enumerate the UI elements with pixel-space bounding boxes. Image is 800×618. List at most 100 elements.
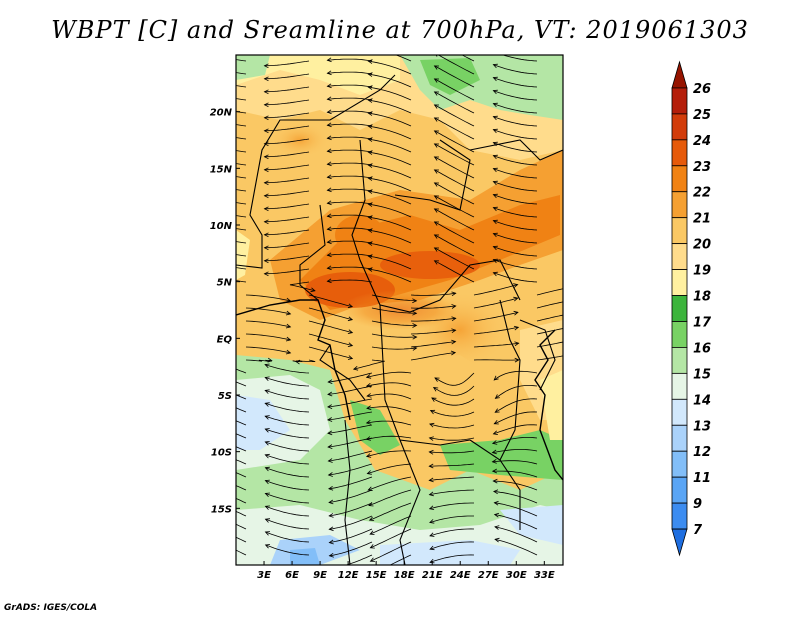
colorbar-label: 11: [693, 471, 711, 486]
streamline-arrow: [285, 310, 292, 316]
streamline: [236, 420, 247, 426]
streamline-arrow: [264, 441, 270, 446]
streamline: [245, 333, 291, 341]
colorbar-swatch: [671, 295, 688, 322]
streamline: [492, 470, 538, 478]
streamline: [264, 364, 310, 374]
streamline: [394, 55, 412, 62]
streamline-arrow: [326, 161, 332, 167]
streamline: [327, 424, 373, 434]
streamline-arrow: [429, 409, 436, 415]
streamline-arrow: [204, 382, 208, 386]
streamline-arrow: [264, 531, 271, 536]
streamline: [493, 64, 538, 75]
streamline-arrow: [204, 369, 208, 373]
streamline-arrow: [365, 436, 371, 441]
streamline: [434, 104, 475, 127]
streamline-arrow: [203, 192, 207, 196]
streamline: [429, 463, 475, 467]
streamline: [236, 124, 247, 127]
streamline-arrow: [263, 76, 269, 82]
streamline-arrow: [203, 114, 207, 118]
streamline: [429, 515, 474, 523]
streamline-arrow: [367, 124, 373, 129]
streamline: [264, 190, 310, 197]
streamline: [473, 297, 518, 309]
streamline: [236, 510, 247, 517]
streamline-arrow: [492, 63, 498, 69]
streamline-arrow: [203, 231, 207, 235]
colorbar-label: 26: [693, 82, 711, 97]
streamline: [353, 359, 385, 370]
streamline-arrow: [326, 70, 332, 76]
streamline-arrow: [433, 234, 440, 239]
streamline: [328, 437, 373, 448]
colorbar-swatch: [671, 243, 688, 270]
streamline-arrow: [205, 485, 209, 489]
streamline-arrow: [577, 338, 581, 342]
streamline: [493, 220, 538, 231]
streamline: [327, 214, 373, 218]
streamline: [367, 463, 412, 474]
lon-label: 6E: [285, 570, 299, 581]
streamline: [434, 182, 475, 205]
streamline: [264, 112, 310, 119]
streamline: [437, 55, 475, 75]
streamline: [493, 246, 538, 257]
streamline: [434, 208, 475, 231]
streamline: [366, 420, 412, 426]
lon-label: 15E: [366, 570, 387, 581]
axis-ticks: [236, 111, 545, 565]
streamline: [265, 402, 310, 413]
streamline-arrow: [433, 156, 440, 161]
colorbar-label: 13: [693, 419, 711, 434]
streamline: [264, 216, 310, 223]
streamline-arrow: [494, 537, 500, 543]
streamline: [327, 266, 373, 270]
streamline: [434, 221, 475, 244]
streamline: [429, 528, 475, 537]
streamline-arrow: [368, 47, 372, 51]
streamline: [327, 84, 373, 88]
streamline-arrow: [492, 76, 498, 82]
streamline: [264, 164, 310, 171]
streamline: [494, 398, 538, 413]
streamline: [264, 138, 310, 145]
streamline: [264, 229, 310, 236]
streamline: [264, 99, 310, 106]
streamline: [434, 372, 475, 386]
colorbar-label: 9: [693, 497, 702, 512]
streamline-arrow: [264, 389, 270, 394]
streamline-arrow: [326, 57, 332, 63]
streamline: [264, 86, 310, 93]
streamline: [368, 190, 412, 205]
streamline-arrow: [367, 254, 373, 259]
streamline-arrow: [203, 49, 207, 53]
streamline-arrow: [326, 265, 332, 271]
streamline: [473, 342, 519, 348]
streamline-arrow: [433, 182, 440, 187]
streamline: [264, 242, 310, 249]
streamline: [327, 227, 373, 231]
streamline-arrow: [412, 323, 418, 328]
streamline-arrow: [263, 89, 269, 95]
streamline-arrow: [368, 516, 375, 521]
streamline: [429, 476, 475, 481]
streamline-arrow: [492, 232, 498, 238]
streamline-arrow: [367, 137, 373, 142]
streamline: [370, 528, 412, 549]
streamline-arrow: [263, 141, 269, 147]
streamline-arrow: [367, 59, 373, 64]
streamline-arrow: [433, 104, 440, 109]
streamline: [327, 175, 373, 179]
streamline-arrow: [493, 512, 500, 518]
streamline-arrow: [412, 310, 418, 316]
colorbar-label: 19: [693, 264, 711, 279]
streamline: [410, 352, 456, 361]
streamline-arrow: [285, 336, 292, 342]
streamline-arrow: [429, 545, 435, 551]
streamline-arrow: [326, 109, 332, 115]
streamline: [368, 177, 412, 192]
streamline-arrow: [365, 374, 372, 379]
streamline: [327, 162, 373, 166]
